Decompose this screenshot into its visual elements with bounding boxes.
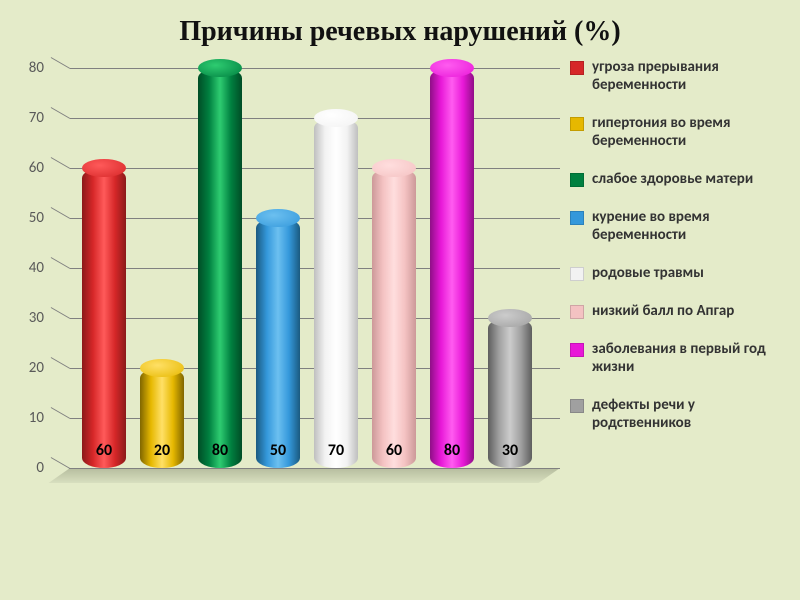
legend-swatch [570,399,584,413]
bar-value-label: 70 [314,441,358,460]
bar-body [256,218,300,468]
legend-item: родовые травмы [570,264,790,282]
bar-value-label: 20 [140,441,184,460]
y-axis-label: 60 [16,159,44,177]
legend-item: угроза прерывания беременности [570,58,790,94]
bar-top [140,359,184,377]
legend-label: слабое здоровье матери [592,170,753,188]
legend-swatch [570,211,584,225]
legend-swatch [570,61,584,75]
chart-area: 01020304050607080 6020805070608030 [40,58,560,518]
legend-item: слабое здоровье матери [570,170,790,188]
legend-item: дефекты речи у родственников [570,396,790,432]
y-axis-label: 40 [16,259,44,277]
y-axis-label: 80 [16,59,44,77]
legend-item: заболевания в первый год жизни [570,340,790,376]
bars-container: 60 20 80 50 70 60 80 30 [70,68,560,468]
plot-floor [49,468,560,483]
y-axis-label: 20 [16,359,44,377]
legend-label: курение во время беременности [592,208,790,244]
bar-top [372,159,416,177]
legend-item: гипертония во время беременности [570,114,790,150]
bar-body [372,168,416,468]
legend-label: угроза прерывания беременности [592,58,790,94]
y-axis-label: 50 [16,209,44,227]
bar-value-label: 80 [430,441,474,460]
y-axis-label: 70 [16,109,44,127]
bar-value-label: 60 [372,441,416,460]
bar-top [256,209,300,227]
bar-value-label: 80 [198,441,242,460]
bar: 80 [430,68,474,468]
legend-swatch [570,267,584,281]
bar-body [314,118,358,468]
bar-top [314,109,358,127]
y-axis-label: 30 [16,309,44,327]
legend-item: курение во время беременности [570,208,790,244]
bar-body [82,168,126,468]
legend-swatch [570,173,584,187]
legend-label: гипертония во время беременности [592,114,790,150]
bar-value-label: 50 [256,441,300,460]
bar: 80 [198,68,242,468]
legend-label: низкий балл по Апгар [592,302,734,320]
legend-item: низкий балл по Апгар [570,302,790,320]
legend-swatch [570,305,584,319]
bar: 20 [140,368,184,468]
bar-top [488,309,532,327]
bar: 60 [372,168,416,468]
y-axis-label: 0 [16,459,44,477]
bar-value-label: 30 [488,441,532,460]
bar: 30 [488,318,532,468]
bar-top [198,59,242,77]
bar-top [82,159,126,177]
legend-label: заболевания в первый год жизни [592,340,790,376]
bar-value-label: 60 [82,441,126,460]
y-axis-label: 10 [16,409,44,427]
bar: 70 [314,118,358,468]
bar: 50 [256,218,300,468]
legend-label: дефекты речи у родственников [592,396,790,432]
bar: 60 [82,168,126,468]
bar-body [198,68,242,468]
chart-title: Причины речевых нарушений (%) [0,16,800,48]
legend-swatch [570,117,584,131]
legend-swatch [570,343,584,357]
bar-top [430,59,474,77]
bar-body [430,68,474,468]
legend-label: родовые травмы [592,264,704,282]
legend: угроза прерывания беременности гипертония… [570,58,790,452]
content-area: 0 10 20 30 40 50 60 70 80 60 20 80 50 70 60 80 30 угроз… [0,58,800,598]
